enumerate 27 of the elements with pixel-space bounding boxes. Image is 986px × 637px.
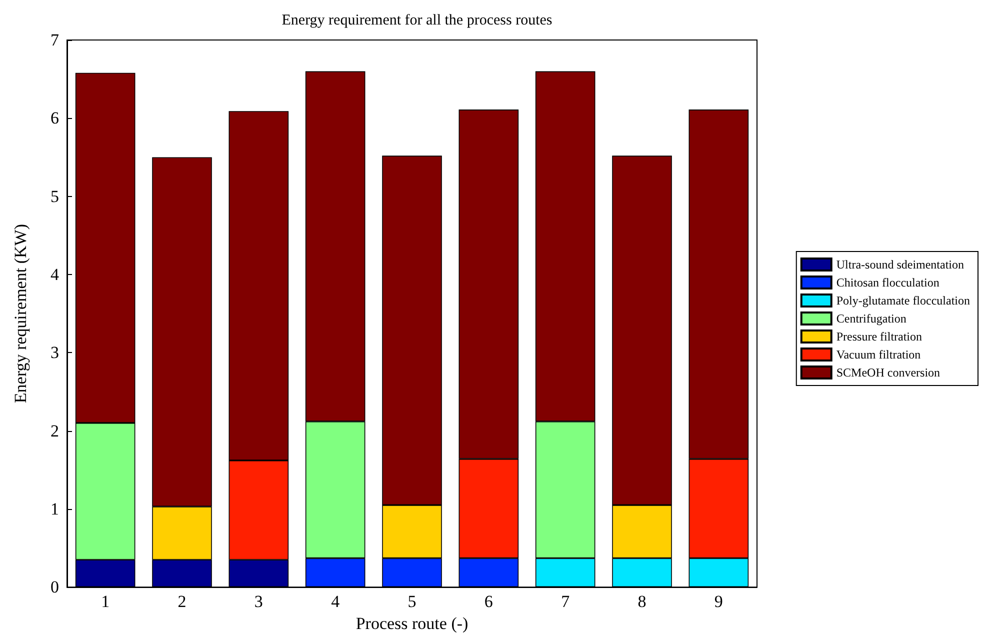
y-tick-label: 7 [50, 30, 60, 50]
x-tick-label: 6 [484, 592, 493, 612]
chart-title: Energy requirement for all the process routes [282, 12, 552, 28]
x-tick-label: 9 [714, 592, 723, 612]
legend-label: Vacuum filtration [836, 348, 921, 362]
y-tick-label: 5 [50, 186, 59, 206]
x-tick-label: 2 [178, 592, 186, 612]
legend-label: SCMeOH conversion [836, 366, 940, 380]
y-tick-label: 4 [50, 264, 60, 284]
y-tick-label: 2 [50, 421, 59, 440]
y-tick-label: 1 [50, 499, 59, 518]
x-tick-label: 5 [408, 592, 416, 612]
y-tick-label: 3 [50, 343, 59, 362]
x-tick-label: 4 [331, 592, 340, 612]
y-tick-label: 0 [50, 578, 59, 597]
x-tick-label: 7 [561, 592, 570, 612]
legend-label: Chitosan flocculation [836, 276, 940, 290]
x-tick-label: 8 [638, 592, 646, 612]
legend-label: Ultra-sound sdeimentation [836, 258, 964, 272]
x-tick-label: 1 [101, 592, 110, 612]
legend-label: Centrifugation [836, 312, 906, 326]
y-axis-title: Energy requirement (KW) [11, 224, 30, 404]
legend-label: Poly-glutamate flocculation [836, 294, 970, 308]
x-tick-label: 3 [254, 592, 263, 612]
y-tick-label: 6 [50, 108, 59, 128]
legend-label: Pressure filtration [836, 330, 922, 344]
x-axis-title: Process route (-) [356, 614, 468, 633]
